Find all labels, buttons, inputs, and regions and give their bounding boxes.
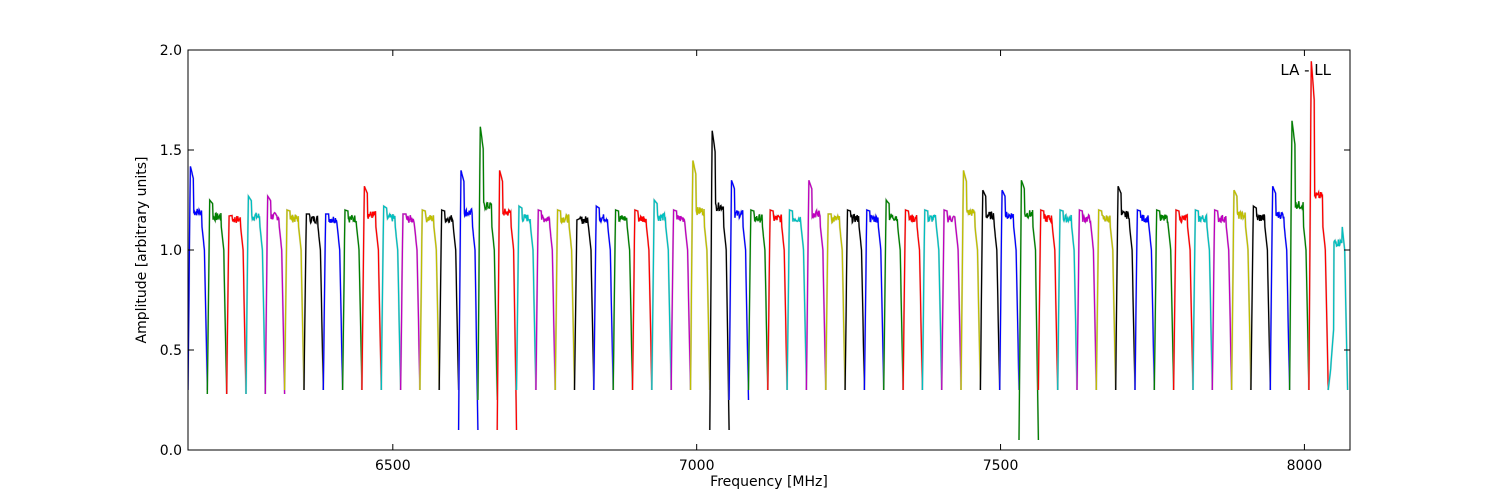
channel-line	[1134, 209, 1155, 391]
ticks-layer: 6500 7000 7500 8000 0.0 0.5 1.0 1.5 2.0	[160, 43, 1350, 474]
x-tick-label: 7000	[679, 458, 715, 474]
channel-line	[1327, 226, 1349, 391]
channel-line	[1076, 209, 1097, 391]
channel-line	[477, 126, 498, 401]
channel-line	[689, 160, 711, 391]
channel-line	[883, 198, 904, 391]
channel-line	[1018, 180, 1040, 441]
channel-line	[1095, 209, 1117, 391]
channel-line	[670, 209, 692, 391]
channel-line	[593, 204, 614, 391]
channel-line	[206, 198, 228, 395]
channel-line	[1269, 185, 1291, 391]
channel-line	[322, 213, 344, 391]
channel-line	[1153, 209, 1175, 391]
annotation-label: LA - LL	[1280, 61, 1331, 79]
x-tick-label: 6500	[375, 458, 411, 474]
channel-line	[1308, 61, 1329, 391]
channel-line	[747, 209, 769, 391]
channel-line	[999, 189, 1020, 391]
channel-line	[380, 204, 402, 391]
y-tick-label: 2.0	[160, 43, 182, 59]
y-tick-label: 1.0	[160, 243, 182, 259]
channel-line	[863, 209, 885, 391]
channel-line	[1211, 209, 1233, 391]
channel-line	[709, 130, 730, 431]
channel-line	[188, 166, 208, 391]
channel-line	[245, 194, 266, 395]
channel-line	[1172, 209, 1194, 391]
y-tick-label: 1.5	[160, 143, 182, 159]
channel-line	[979, 189, 1001, 391]
channel-line	[457, 170, 479, 431]
channel-line	[1037, 208, 1059, 391]
channel-line	[399, 213, 421, 391]
channel-line	[786, 209, 808, 391]
channel-line	[941, 209, 962, 391]
x-axis-label: Frequency [MHz]	[710, 474, 828, 490]
x-tick-label: 8000	[1287, 458, 1323, 474]
channel-line	[825, 213, 846, 391]
channel-line	[496, 170, 518, 431]
channel-line	[303, 213, 324, 391]
channel-line	[554, 209, 576, 391]
channel-line	[1230, 189, 1252, 391]
channel-line	[226, 214, 247, 395]
y-axis-label: Amplitude [arbitrary units]	[134, 157, 150, 344]
channel-line	[264, 194, 286, 395]
channel-line	[419, 209, 440, 391]
x-tick-label: 7500	[983, 458, 1019, 474]
channel-line	[1057, 209, 1078, 391]
channel-line	[1115, 185, 1136, 391]
channel-line	[535, 209, 556, 391]
y-tick-label: 0.0	[160, 443, 182, 459]
channel-line	[573, 215, 595, 391]
channel-line	[612, 209, 634, 391]
series-layer	[188, 61, 1349, 441]
channel-line	[1288, 120, 1310, 391]
channel-line	[728, 180, 750, 401]
channel-line	[1192, 209, 1213, 391]
y-tick-label: 0.5	[160, 343, 182, 359]
channel-line	[1250, 204, 1271, 391]
channel-line	[960, 170, 982, 391]
channel-line	[805, 180, 827, 391]
channel-line	[651, 198, 672, 391]
channel-line	[438, 208, 460, 391]
channel-line	[631, 209, 653, 391]
channel-line	[515, 204, 537, 391]
channel-line	[921, 209, 943, 391]
channel-line	[283, 209, 305, 391]
channel-line	[341, 209, 363, 391]
channel-line	[767, 209, 788, 391]
channel-line	[844, 209, 866, 391]
channel-line	[902, 209, 924, 391]
channel-line	[361, 185, 382, 391]
